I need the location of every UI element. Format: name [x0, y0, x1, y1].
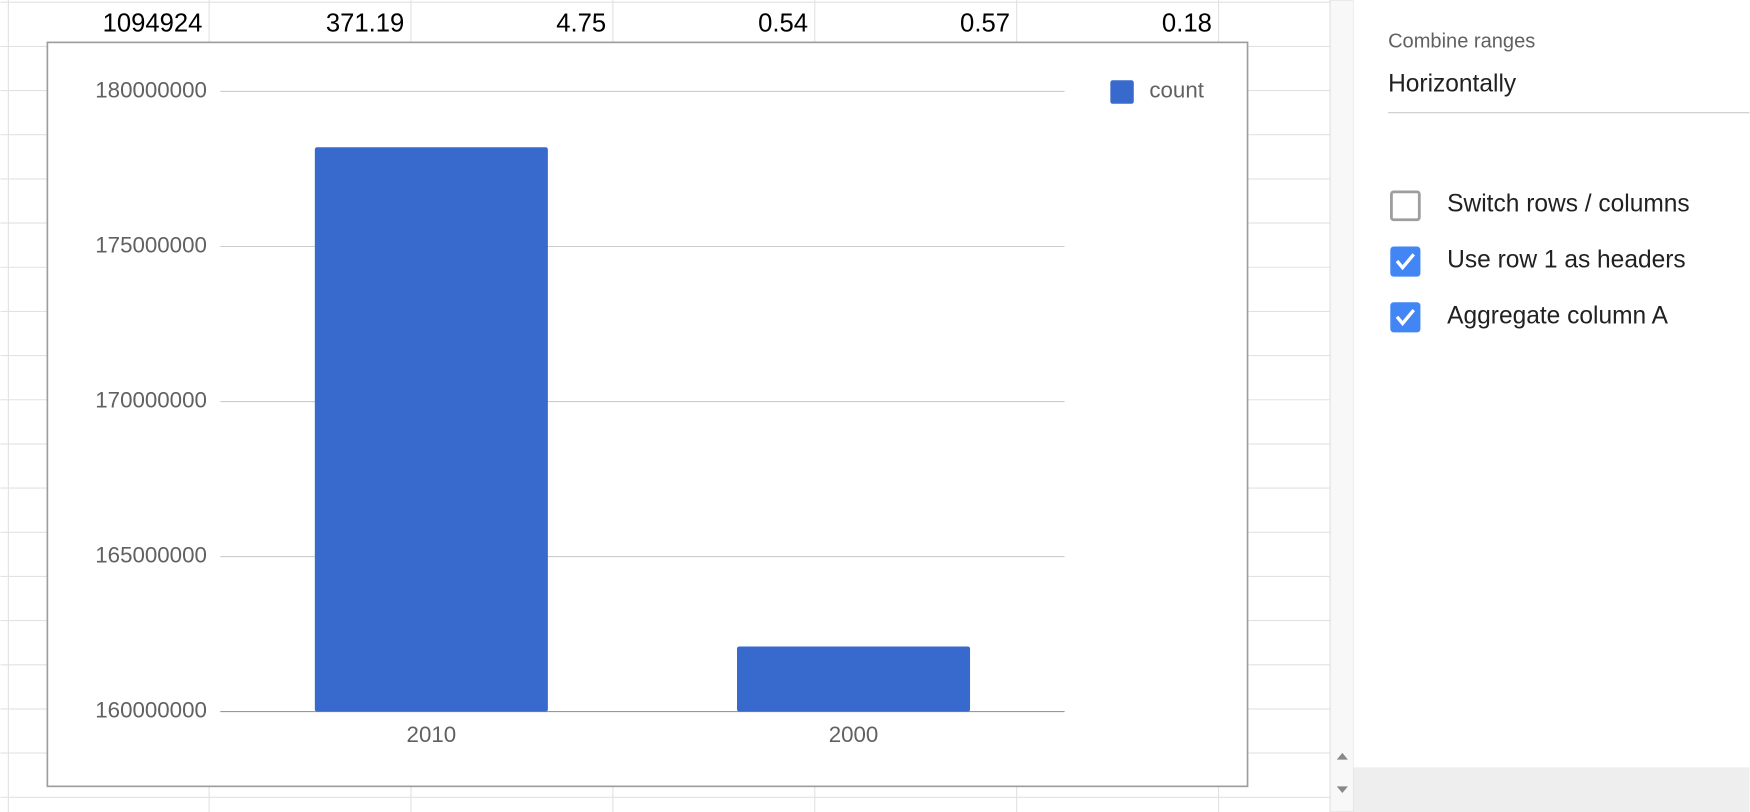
check-mark	[1395, 253, 1416, 271]
chart-frame	[46, 41, 1249, 788]
cell: 1094924	[103, 9, 203, 37]
bar	[737, 646, 971, 712]
x-tick-label: 2010	[407, 722, 457, 747]
check-mark	[1395, 309, 1416, 327]
x-tick-label: 2000	[829, 722, 879, 747]
legend-label: count	[1149, 77, 1204, 102]
y-tick-label: 175000000	[95, 232, 207, 257]
y-tick-label: 160000000	[95, 698, 207, 723]
checkbox[interactable]	[1390, 190, 1421, 222]
y-tick-label: 165000000	[95, 542, 207, 567]
sheet-row: 1094924 371.19 4.75 0.54 0.57 0.18	[103, 9, 1212, 37]
scroll-up[interactable]	[1336, 752, 1348, 760]
legend-swatch	[1110, 80, 1134, 104]
scroll-down[interactable]	[1336, 786, 1348, 794]
cell: 0.54	[758, 9, 808, 37]
side-panel	[1353, 0, 1750, 812]
checkbox-checked[interactable]	[1390, 302, 1421, 333]
chart: 160000000 165000000 170000000 175000000 1800…	[95, 77, 1204, 747]
y-tick-label: 170000000	[95, 387, 207, 412]
bar	[314, 147, 548, 712]
option-label[interactable]: Use row 1 as headers	[1447, 246, 1685, 273]
scrollbar[interactable]	[1329, 0, 1355, 812]
cell: 4.75	[556, 9, 606, 37]
panel-footer	[1353, 767, 1750, 812]
options: Switch rows / columns Use row 1 as header…	[1390, 190, 1690, 333]
cell: 0.18	[1162, 9, 1212, 37]
cell: 371.19	[326, 9, 404, 37]
option-label[interactable]: Aggregate column A	[1447, 302, 1668, 329]
option-label[interactable]: Switch rows / columns	[1447, 191, 1690, 218]
cell: 0.57	[960, 9, 1010, 37]
combine-label: Combine ranges	[1388, 31, 1535, 53]
combine-value[interactable]: Horizontally	[1388, 70, 1517, 97]
checkbox-checked[interactable]	[1390, 246, 1421, 277]
y-tick-label: 180000000	[95, 77, 207, 102]
